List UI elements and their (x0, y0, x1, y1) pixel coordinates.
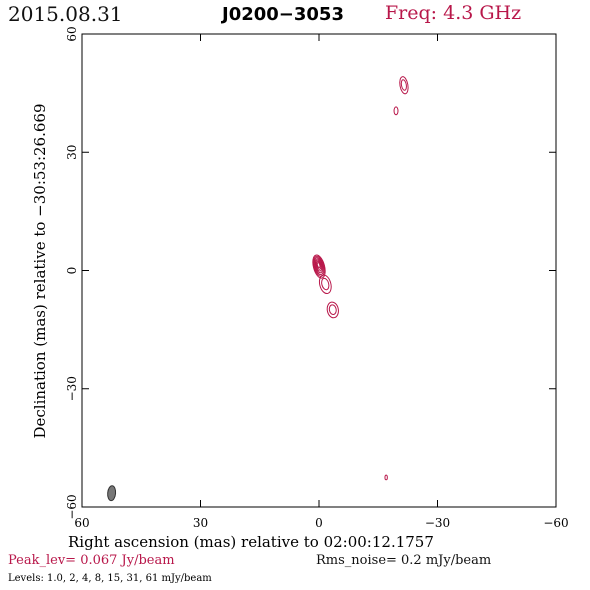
contour-core (312, 254, 326, 279)
x-tick-label: 30 (193, 516, 208, 530)
rms-noise: Rms_noise= 0.2 mJy/beam (316, 553, 492, 568)
x-tick-label: 60 (74, 516, 89, 530)
y-axis-label: Declination (mas) relative to −30:53:26.… (31, 103, 49, 439)
contour-jet-2 (328, 304, 337, 315)
contour-jet-1 (321, 277, 330, 291)
frequency-label: Freq: 4.3 GHz (385, 2, 522, 24)
beam-ellipse (107, 485, 117, 502)
y-tick-label: 30 (65, 145, 79, 160)
source-name: J0200−3053 (222, 4, 344, 25)
y-tick-label: −30 (65, 376, 79, 401)
contour-core (313, 257, 324, 276)
contour-north-spot (393, 106, 399, 116)
contour-north-blob (400, 79, 407, 91)
contour-jet-1 (318, 274, 332, 295)
x-tick-label: −30 (425, 516, 450, 530)
epoch-date: 2015.08.31 (8, 2, 123, 26)
contour-core (316, 260, 322, 270)
contour-core (315, 259, 323, 272)
x-tick-label: −60 (543, 516, 568, 530)
contour-jet-2 (326, 301, 339, 319)
contour-north-blob (399, 76, 409, 95)
x-tick-label: 0 (315, 516, 323, 530)
contour-core (314, 258, 324, 274)
y-tick-label: −60 (65, 494, 79, 519)
contour-core (316, 262, 321, 269)
y-tick-label: 0 (65, 267, 79, 275)
y-tick-label: 60 (65, 26, 79, 41)
contour-south-spot (384, 474, 388, 481)
contour-levels: Levels: 1.0, 2, 4, 8, 15, 31, 61 mJy/bea… (8, 573, 212, 584)
peak-level: Peak_lev= 0.067 Jy/beam (8, 553, 175, 568)
x-axis-label: Right ascension (mas) relative to 02:00:… (68, 533, 434, 551)
